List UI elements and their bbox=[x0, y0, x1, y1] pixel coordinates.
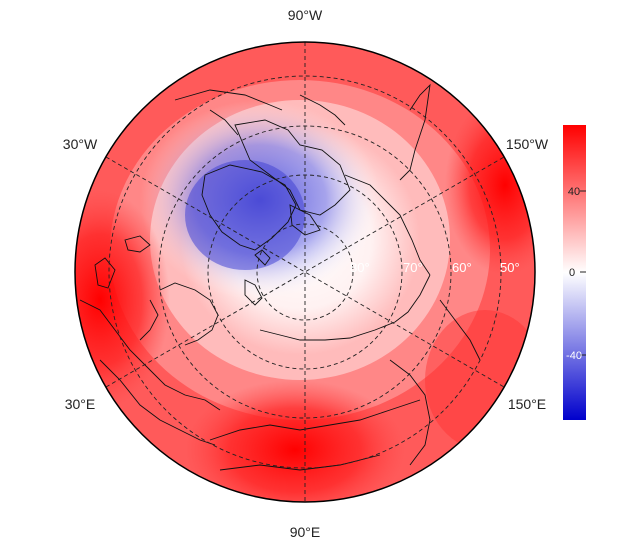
lat-circle-50 bbox=[108, 75, 502, 469]
lon-label-lower-right: 150°E bbox=[508, 396, 546, 412]
max-siberia bbox=[185, 380, 405, 502]
colorbar: 40 0 -40 bbox=[563, 125, 586, 420]
lat-label-80: 80° bbox=[350, 260, 370, 275]
max-alaska bbox=[445, 95, 535, 275]
colorbar-gradient bbox=[563, 125, 586, 420]
graticule bbox=[105, 42, 505, 502]
lon-label-lower-left: 30°E bbox=[65, 396, 96, 412]
lat-label-50: 50° bbox=[500, 260, 520, 275]
lon-label-upper-right: 150°W bbox=[506, 136, 549, 152]
lat-label-60: 60° bbox=[452, 260, 472, 275]
lat-label-70: 70° bbox=[403, 260, 423, 275]
lon-label-bottom: 90°E bbox=[290, 524, 321, 540]
colorbar-tick-neg40: -40 bbox=[566, 350, 582, 362]
colorbar-tick-40: 40 bbox=[568, 186, 580, 198]
lon-label-top: 90°W bbox=[288, 7, 323, 23]
map-boundary bbox=[74, 41, 536, 503]
lon-label-upper-left: 30°W bbox=[63, 136, 98, 152]
coastlines bbox=[79, 83, 481, 471]
colorbar-tick-0: 0 bbox=[569, 267, 575, 279]
